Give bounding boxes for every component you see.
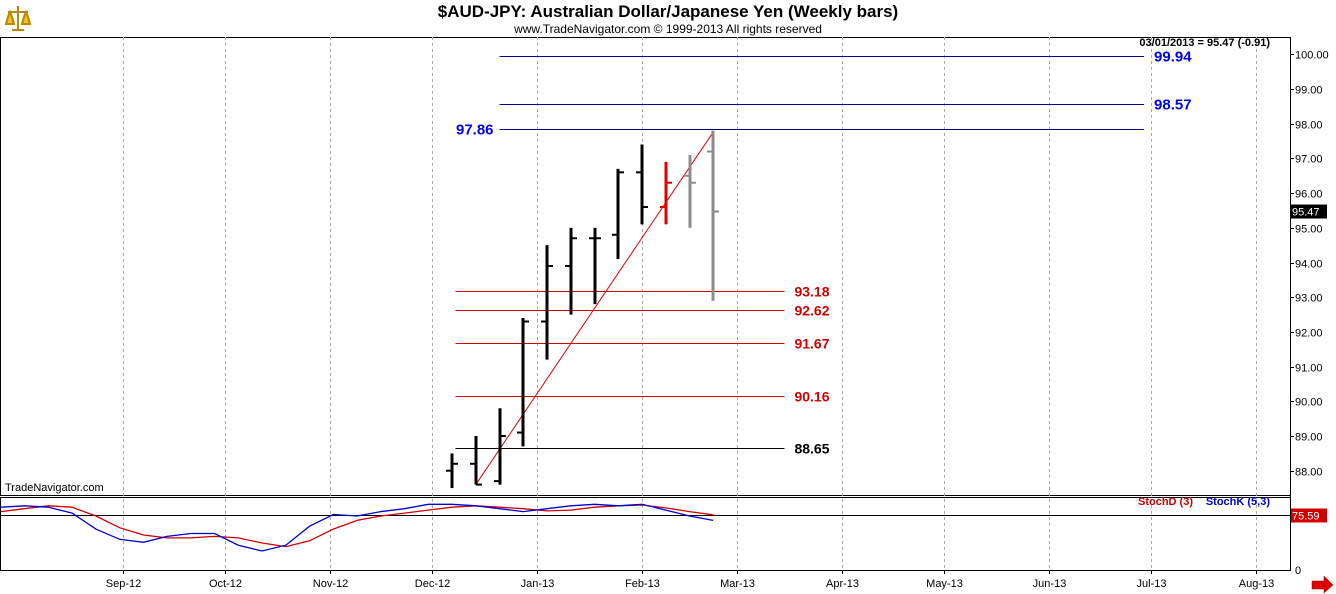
x-tick-label: Jul-13 <box>1137 578 1167 590</box>
y-tick-label: 91.00 <box>1295 363 1323 375</box>
level-label: 93.18 <box>794 284 829 300</box>
y-tick-label: 89.00 <box>1295 432 1323 444</box>
x-tick-label: Nov-12 <box>313 578 348 590</box>
level-label: 99.94 <box>1154 49 1192 66</box>
y-tick-label: 88.00 <box>1295 467 1323 479</box>
stoch-series-line <box>0 503 714 552</box>
x-tick-label: Jan-13 <box>521 578 555 590</box>
stoch-value-tag <box>1291 508 1327 523</box>
last-price-tag-label: 95.47 <box>1292 207 1320 219</box>
y-tick-label: 90.00 <box>1295 397 1323 409</box>
y-tick-label: 98.00 <box>1295 120 1323 132</box>
stoch-value-tag-label: 75.59 <box>1292 511 1320 523</box>
legend-stochk: StochK (5,3) <box>1206 496 1271 508</box>
y-tick-label: 96.00 <box>1295 189 1323 201</box>
level-label: 91.67 <box>794 336 829 352</box>
stoch-series-line <box>0 504 714 548</box>
trendline <box>475 131 714 485</box>
y-tick-label: 100.00 <box>1295 50 1329 62</box>
price-pane-frame <box>0 37 1291 496</box>
y-tick-label: 93.00 <box>1295 293 1323 305</box>
chart-title: $AUD-JPY: Australian Dollar/Japanese Yen… <box>437 2 899 21</box>
x-tick-label: Oct-12 <box>209 578 242 590</box>
watermark-label: TradeNavigator.com <box>5 482 104 494</box>
level-label: 97.86 <box>456 122 494 139</box>
y-tick-label: 95.00 <box>1295 224 1323 236</box>
level-label: 88.65 <box>794 441 829 457</box>
level-label: 92.62 <box>794 303 829 319</box>
x-tick-label: Jun-13 <box>1033 578 1067 590</box>
x-tick-label: May-13 <box>926 578 963 590</box>
x-tick-label: Dec-12 <box>415 578 450 590</box>
scroll-right-arrow-icon[interactable] <box>1311 575 1334 594</box>
x-tick-label: Sep-12 <box>106 578 141 590</box>
x-tick-label: Apr-13 <box>826 578 859 590</box>
x-tick-label: Feb-13 <box>625 578 660 590</box>
level-label: 98.57 <box>1154 97 1192 114</box>
y-tick-label: 92.00 <box>1295 328 1323 340</box>
y-tick-label: 94.00 <box>1295 259 1323 271</box>
trade-navigator-logo-icon <box>2 2 34 34</box>
legend-stochd: StochD (3) <box>1138 496 1193 508</box>
y-tick-label: 99.00 <box>1295 85 1323 97</box>
level-label: 90.16 <box>794 389 829 405</box>
x-tick-label: Aug-13 <box>1239 578 1274 590</box>
x-tick-label: Mar-13 <box>720 578 755 590</box>
copyright-subtitle: www.TradeNavigator.com © 1999-2013 All r… <box>514 22 822 36</box>
last-price-tag <box>1291 204 1327 219</box>
last-price-readout: 03/01/2013 = 95.47 (-0.91) <box>1139 37 1270 49</box>
stoch-y-tick-label: 0 <box>1295 565 1301 577</box>
y-tick-label: 97.00 <box>1295 154 1323 166</box>
